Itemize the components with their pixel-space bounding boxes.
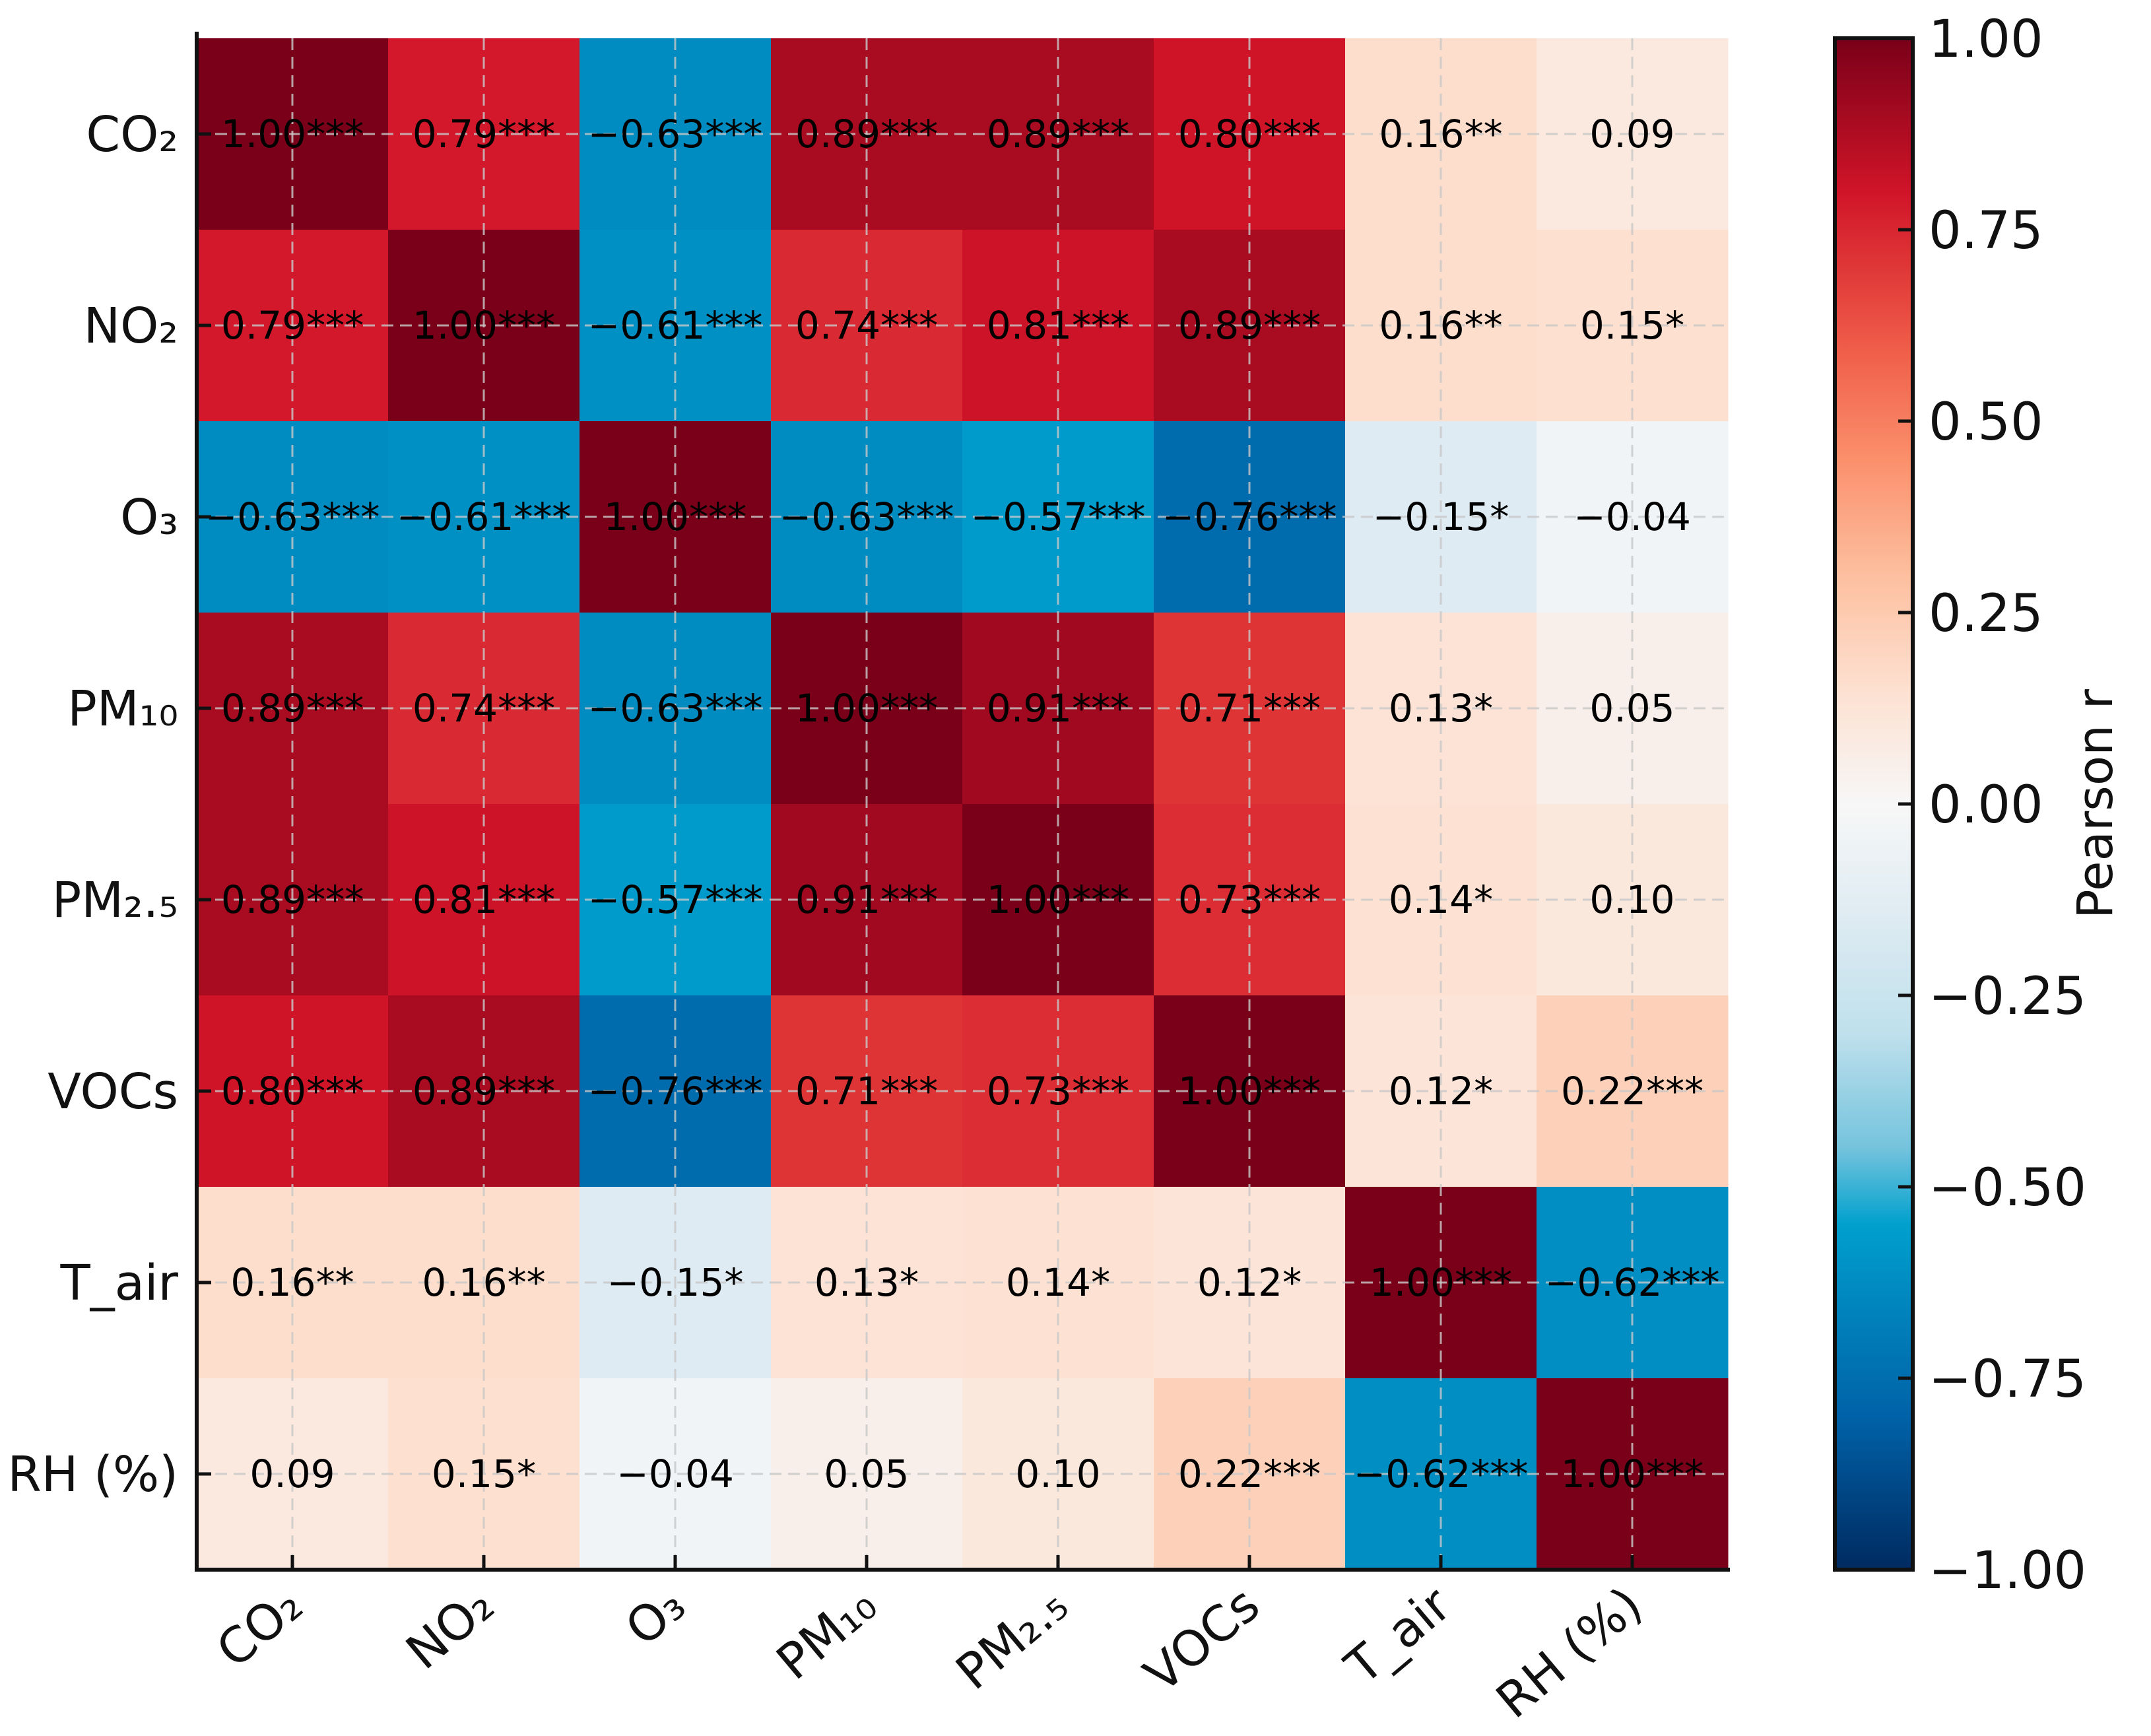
cell-value-label: 0.89*** xyxy=(221,877,364,922)
cell-value-label: 0.15* xyxy=(432,1452,536,1496)
cell-value-label: 0.05 xyxy=(1589,686,1674,731)
cell-value-label: 1.00*** xyxy=(413,303,555,348)
cell-value-label: 1.00*** xyxy=(795,686,938,731)
cell-value-label: 0.71*** xyxy=(795,1069,938,1114)
cell-value-label: 0.91*** xyxy=(795,877,938,922)
cell-value-label: −0.62*** xyxy=(1354,1452,1529,1496)
cell-annotations: 1.00*** 0.79*** −0.63*** 0.89*** 0.89*** 0.80… xyxy=(205,112,1720,1496)
cell-value-label: −0.04 xyxy=(616,1452,734,1496)
x-tick-label: O₃ xyxy=(615,1576,696,1657)
cell-value-label: −0.63*** xyxy=(588,686,763,731)
cell-value-label: −0.57*** xyxy=(588,877,763,922)
cell-value-label: −0.62*** xyxy=(1545,1260,1720,1305)
cell-value-label: 0.16** xyxy=(1379,303,1502,348)
cell-value-label: 0.22*** xyxy=(1561,1069,1704,1114)
x-tick-label: CO₂ xyxy=(206,1576,313,1679)
colorbar-tick-label: 1.00 xyxy=(1929,10,2043,69)
cell-value-label: 0.73*** xyxy=(987,1069,1129,1114)
colorbar-tick-label: −0.25 xyxy=(1929,967,2086,1026)
cell-value-label: 0.16** xyxy=(422,1260,545,1305)
cell-value-label: −0.63*** xyxy=(205,494,380,539)
cell-value-label: 1.00*** xyxy=(1370,1260,1512,1305)
colorbar-tick-label: −1.00 xyxy=(1929,1541,2086,1601)
cell-value-label: −0.04 xyxy=(1573,494,1691,539)
colorbar-label: Pearson r xyxy=(2067,688,2124,919)
axes xyxy=(195,32,1730,1572)
cell-value-label: −0.76*** xyxy=(588,1069,763,1114)
cell-value-label: 0.91*** xyxy=(987,686,1129,731)
cell-value-label: 0.05 xyxy=(824,1452,909,1496)
colorbar-tick-label: 0.50 xyxy=(1929,393,2043,452)
y-tick-label: T_air xyxy=(59,1255,178,1312)
cell-value-label: 0.74*** xyxy=(795,303,938,348)
cell-value-label: 0.71*** xyxy=(1178,686,1321,731)
cell-value-label: 1.00*** xyxy=(1178,1069,1321,1114)
cell-value-label: 0.09 xyxy=(1589,112,1674,156)
cell-value-label: 0.89*** xyxy=(795,112,938,156)
cell-value-label: 0.10 xyxy=(1589,877,1674,922)
cell-value-label: 0.79*** xyxy=(221,303,364,348)
cell-value-label: 0.22*** xyxy=(1178,1452,1321,1496)
cell-value-label: 0.16** xyxy=(1379,112,1502,156)
cell-value-label: 0.12* xyxy=(1197,1260,1302,1305)
cell-value-label: −0.63*** xyxy=(779,494,954,539)
x-tick-label: RH (%) xyxy=(1486,1576,1653,1729)
cell-value-label: 0.81*** xyxy=(413,877,555,922)
x-tick-label: T_air xyxy=(1335,1576,1462,1696)
x-tick-label: PM₁₀ xyxy=(766,1576,888,1691)
cell-value-label: 0.09 xyxy=(249,1452,335,1496)
y-tick-label: NO₂ xyxy=(84,298,178,354)
y-tick-label: RH (%) xyxy=(7,1446,178,1503)
cell-value-label: 0.89*** xyxy=(1178,303,1321,348)
cell-value-label: −0.61*** xyxy=(588,303,763,348)
cell-value-label: −0.57*** xyxy=(971,494,1146,539)
cell-value-label: 0.13* xyxy=(1389,686,1493,731)
colorbar-tick-label: 0.00 xyxy=(1929,776,2043,835)
cell-value-label: 0.80*** xyxy=(1178,112,1321,156)
cell-value-label: 0.13* xyxy=(814,1260,919,1305)
cell-value-label: 0.79*** xyxy=(413,112,555,156)
colorbar-tick-label: 0.25 xyxy=(1929,584,2043,644)
cell-value-label: 0.81*** xyxy=(987,303,1129,348)
cell-value-label: −0.63*** xyxy=(588,112,763,156)
colorbar-tick-label: −0.50 xyxy=(1929,1158,2086,1218)
cell-value-label: 0.15* xyxy=(1580,303,1684,348)
cell-value-label: 0.89*** xyxy=(221,686,364,731)
cell-value-label: 0.80*** xyxy=(221,1069,364,1114)
cell-value-label: −0.15* xyxy=(1373,494,1509,539)
cell-value-label: 1.00*** xyxy=(604,494,746,539)
cell-value-label: −0.15* xyxy=(607,1260,744,1305)
heatmap-cells xyxy=(197,38,1729,1570)
cell-value-label: 1.00*** xyxy=(987,877,1129,922)
cell-value-label: 0.16** xyxy=(230,1260,354,1305)
cell-value-label: 1.00*** xyxy=(221,112,364,156)
gridlines xyxy=(197,38,1728,1570)
x-tick-labels: CO₂ NO₂ O₃ PM₁₀ PM₂.₅ VOCs T_air RH (%) xyxy=(206,1576,1653,1729)
cell-value-label: 0.12* xyxy=(1389,1069,1493,1114)
y-tick-label: O₃ xyxy=(120,489,178,546)
cell-value-label: 0.74*** xyxy=(413,686,555,731)
y-tick-label: PM₂.₅ xyxy=(52,872,178,929)
x-tick-label: VOCs xyxy=(1134,1576,1271,1704)
y-tick-label: PM₁₀ xyxy=(67,681,178,737)
colorbar: 1.00 0.75 0.50 0.25 0.00 −0.25 −0.50 −0.75 −1.00… xyxy=(1833,10,2124,1601)
x-tick-label: PM₂.₅ xyxy=(946,1576,1079,1701)
y-tick-label: CO₂ xyxy=(86,106,178,163)
cell-value-label: 0.14* xyxy=(1389,877,1493,922)
cell-value-label: 1.00*** xyxy=(1561,1452,1704,1496)
cell-value-label: 0.10 xyxy=(1015,1452,1100,1496)
cell-value-label: −0.76*** xyxy=(1162,494,1337,539)
colorbar-tick-label: −0.75 xyxy=(1929,1350,2086,1409)
cell-value-label: 0.89*** xyxy=(987,112,1129,156)
colorbar-tick-label: 0.75 xyxy=(1929,201,2043,261)
y-tick-labels: CO₂ NO₂ O₃ PM₁₀ PM₂.₅ VOCs T_air RH (%) xyxy=(7,106,178,1503)
cell-value-label: 0.89*** xyxy=(413,1069,555,1114)
cell-value-label: 0.73*** xyxy=(1178,877,1321,922)
x-tick-label: NO₂ xyxy=(396,1576,505,1681)
y-tick-label: VOCs xyxy=(48,1063,178,1120)
cell-value-label: −0.61*** xyxy=(397,494,572,539)
cell-value-label: 0.14* xyxy=(1006,1260,1110,1305)
